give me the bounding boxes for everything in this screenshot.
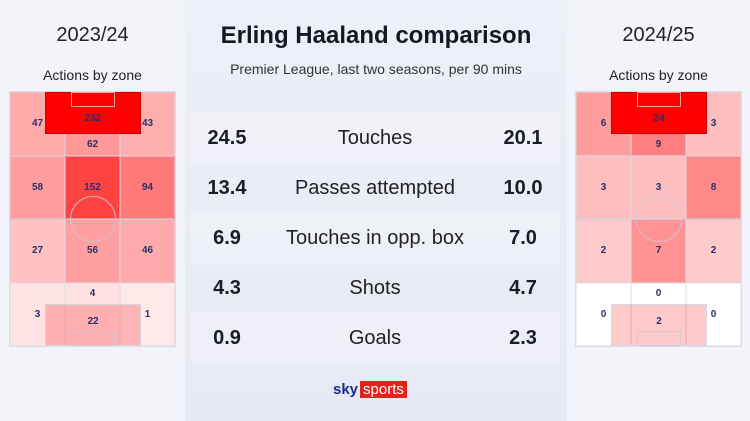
logo-sports: sports	[360, 381, 407, 398]
zone-cell: 0	[686, 282, 741, 346]
zone-cell: 2	[686, 219, 741, 283]
zone-cell: 4	[65, 282, 120, 346]
zone-cell: 3	[10, 282, 65, 346]
stat-label: Goals	[348, 326, 402, 349]
stat-label: Shots	[349, 276, 401, 299]
attacking-box-zone: 232	[45, 92, 141, 134]
six-yard-box	[637, 331, 681, 346]
season-title: 2024/25	[622, 24, 695, 46]
stat-left: 24.5	[207, 126, 247, 149]
stat-right: 10.0	[503, 176, 543, 199]
zone-label: Actions by zone	[609, 67, 708, 83]
page-subtitle: Premier League, last two seasons, per 90…	[230, 61, 522, 77]
panel-2024-25: 2024/25 Actions by zone 6 9 3 3 3 8 2 7 2 0 0 0 24 2	[567, 0, 750, 421]
zone-cell: 8	[686, 155, 741, 219]
season-title: 2023/24	[56, 24, 129, 46]
stat-left: 4.3	[213, 276, 241, 299]
heatmap-pitch: 47 62 43 58 152 94 27 56 46 3 4 1 232 22	[9, 91, 176, 347]
page-title: Erling Haaland comparison	[220, 22, 532, 49]
zone-cell: 1	[120, 282, 175, 346]
stat-label: Touches	[337, 126, 413, 149]
zone-cell: 27	[10, 219, 65, 283]
six-yard-box	[637, 92, 681, 107]
stat-right: 20.1	[503, 126, 543, 149]
stat-left: 0.9	[213, 326, 241, 349]
stat-row: 24.5 Touches 20.1	[190, 113, 560, 163]
stat-right: 7.0	[509, 226, 537, 249]
panel-2023-24: 2023/24 Actions by zone 47 62 43 58 152 94 27 5…	[0, 0, 185, 421]
defensive-box-zone: 2	[611, 304, 707, 346]
zone-label: Actions by zone	[43, 67, 142, 83]
stat-right: 4.7	[509, 276, 537, 299]
defensive-box-zone: 22	[45, 304, 141, 346]
stat-label: Passes attempted	[294, 176, 456, 199]
attacking-box-zone: 24	[611, 92, 707, 134]
stat-left: 13.4	[207, 176, 247, 199]
stat-row: 13.4 Passes attempted 10.0	[190, 163, 560, 213]
halfway-line	[576, 219, 741, 220]
stat-row: 6.9 Touches in opp. box 7.0	[190, 213, 560, 263]
halfway-line	[10, 219, 175, 220]
stat-right: 2.3	[509, 326, 537, 349]
zone-cell: 2	[576, 219, 631, 283]
zone-cell: 94	[120, 155, 175, 219]
six-yard-box	[71, 92, 115, 107]
stat-label: Touches in opp. box	[286, 226, 464, 249]
six-yard-box	[71, 331, 115, 346]
stat-row: 0.9 Goals 2.3	[190, 313, 560, 363]
zone-cell: 0	[576, 282, 631, 346]
zone-cell: 46	[120, 219, 175, 283]
stat-row: 4.3 Shots 4.7	[190, 263, 560, 313]
zone-cell: 58	[10, 155, 65, 219]
stat-left: 6.9	[213, 226, 241, 249]
logo-sky: sky	[333, 381, 359, 398]
zone-cell: 3	[576, 155, 631, 219]
sky-sports-logo: sky sports	[333, 381, 407, 398]
heatmap-pitch: 6 9 3 3 3 8 2 7 2 0 0 0 24 2	[575, 91, 742, 347]
